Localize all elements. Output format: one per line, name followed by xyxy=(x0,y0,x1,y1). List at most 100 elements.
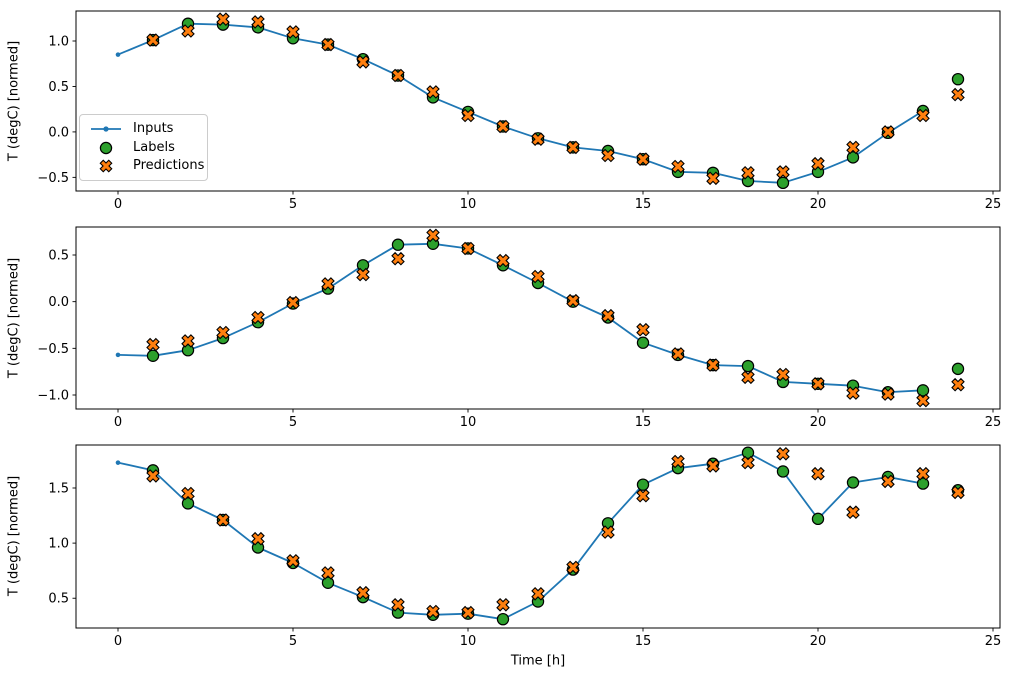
legend-label-labels: Labels xyxy=(133,139,175,155)
predictions-point xyxy=(671,347,685,361)
x-tick-label: 10 xyxy=(460,197,477,212)
predictions-point xyxy=(846,505,860,519)
predictions-point xyxy=(916,108,930,123)
predictions-point xyxy=(566,140,580,155)
predictions-point xyxy=(391,598,405,612)
inputs-line-icon xyxy=(88,121,124,137)
predictions-point xyxy=(776,367,790,382)
inputs-point xyxy=(115,460,121,465)
y-tick-label: −0.5 xyxy=(37,342,69,357)
x-tick-label: 10 xyxy=(460,634,477,649)
predictions-point xyxy=(706,358,720,372)
predictions-point xyxy=(636,152,650,166)
y-tick-label: 1.0 xyxy=(48,34,69,49)
predictions-point xyxy=(846,140,860,155)
labels-circle-icon xyxy=(88,140,124,156)
predictions-point xyxy=(951,377,965,392)
y-tick-label: 1.0 xyxy=(48,537,69,552)
x-tick-label: 0 xyxy=(114,415,122,430)
x-tick-label: 5 xyxy=(289,634,297,649)
predictions-point xyxy=(286,554,300,568)
inputs-line xyxy=(117,22,924,184)
predictions-point xyxy=(951,485,965,500)
predictions-point xyxy=(881,474,895,489)
x-tick-label: 0 xyxy=(114,634,122,649)
predictions-point xyxy=(321,37,335,52)
labels-point xyxy=(846,151,860,164)
predictions-point xyxy=(496,253,510,268)
predictions-point xyxy=(286,25,300,39)
predictions-point xyxy=(916,393,930,408)
predictions-point xyxy=(216,513,230,527)
y-axis-label-panel-2: T (degC) [normed] xyxy=(6,257,22,379)
labels-point xyxy=(391,238,405,251)
inputs-point xyxy=(115,352,121,358)
predictions-point xyxy=(496,119,510,134)
x-tick-label: 25 xyxy=(985,634,1002,649)
x-tick-label: 5 xyxy=(289,415,297,430)
predictions-point xyxy=(531,269,545,284)
labels-point xyxy=(916,384,930,397)
labels-point xyxy=(741,359,755,373)
predictions-point xyxy=(741,370,755,385)
x-tick-label: 0 xyxy=(114,197,122,212)
predictions-point xyxy=(356,585,370,600)
predictions-point xyxy=(951,87,965,102)
predictions-point xyxy=(636,488,650,503)
inputs-point xyxy=(115,52,121,57)
predictions-point xyxy=(741,455,755,470)
x-tick-label: 15 xyxy=(635,197,652,212)
predictions-point xyxy=(461,108,475,123)
predictions-point xyxy=(251,531,265,546)
x-tick-label: 25 xyxy=(985,415,1002,430)
legend-label-predictions: Predictions xyxy=(133,158,205,173)
x-tick-label: 10 xyxy=(460,415,477,430)
y-tick-label: 0.5 xyxy=(48,80,69,95)
predictions-point xyxy=(181,486,195,501)
predictions-point xyxy=(671,159,685,174)
axes-border xyxy=(75,444,1001,629)
predictions-point xyxy=(461,605,475,620)
x-tick-label: 20 xyxy=(810,634,827,649)
predictions-point xyxy=(426,604,440,619)
predictions-point xyxy=(146,469,160,483)
legend-label-inputs: Inputs xyxy=(133,121,174,136)
predictions-point xyxy=(566,560,580,575)
predictions-point xyxy=(356,55,370,69)
y-tick-label: 0.0 xyxy=(48,125,69,140)
predictions-point xyxy=(741,166,755,180)
labels-point xyxy=(951,362,965,376)
predictions-point xyxy=(776,165,790,179)
predictions-point xyxy=(496,598,510,612)
predictions-point xyxy=(181,334,195,348)
predictions-point xyxy=(461,241,475,256)
predictions-point xyxy=(881,125,895,139)
predictions-point xyxy=(391,251,405,266)
labels-point xyxy=(846,476,860,489)
predictions-point xyxy=(251,15,265,29)
predictions-point xyxy=(601,308,615,323)
legend-entry-inputs: Inputs xyxy=(88,120,199,138)
y-tick-label: 0.5 xyxy=(48,248,69,263)
predictions-point xyxy=(356,267,370,282)
predictions-point xyxy=(601,525,615,539)
predictions-point xyxy=(706,171,720,186)
labels-point xyxy=(776,465,790,478)
predictions-point xyxy=(321,566,335,580)
labels-point xyxy=(951,72,965,86)
predictions-point xyxy=(531,132,545,146)
predictions-point xyxy=(566,293,580,308)
predictions-point xyxy=(426,85,440,99)
labels-point xyxy=(776,176,790,190)
legend-entry-labels: Labels xyxy=(88,139,199,157)
predictions-point xyxy=(601,148,615,163)
panel-2: 0 5 10 15 20 25 −1.0 −0.5 0.0 0.5 xyxy=(37,226,1002,430)
predictions-point xyxy=(146,337,160,352)
predictions-point xyxy=(671,454,685,469)
predictions-point xyxy=(286,295,300,310)
y-tick-label: 0.5 xyxy=(48,592,69,607)
predictions-point xyxy=(531,587,545,601)
predictions-point xyxy=(426,228,440,243)
